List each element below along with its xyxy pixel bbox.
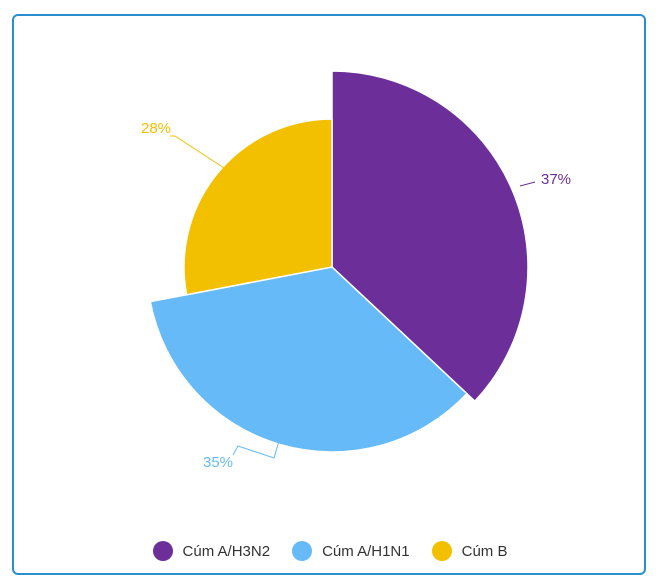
legend-swatch-h1n1 — [292, 541, 313, 561]
data-label-b: 28% — [141, 120, 171, 137]
legend-swatch-b — [431, 541, 452, 561]
legend-label-b: Cúm B — [461, 542, 508, 560]
data-label-h1n1: 35% — [203, 454, 233, 471]
legend-item-h1n1[interactable]: Cúm A/H1N1 — [292, 541, 410, 561]
legend-swatch-h3n2 — [152, 541, 173, 561]
legend-item-b[interactable]: Cúm B — [431, 541, 508, 561]
pie-slice-h3n2[interactable] — [331, 70, 529, 403]
legend-label-h1n1: Cúm A/H1N1 — [322, 542, 410, 560]
legend: Cúm A/H3N2 Cúm A/H1N1 Cúm B — [0, 541, 660, 561]
data-label-h3n2: 37% — [541, 171, 571, 188]
pie-slice-h1n1[interactable] — [149, 266, 468, 453]
leader-line-h1n1 — [232, 440, 280, 459]
leader-line-b — [170, 135, 225, 169]
pie-slice-b[interactable] — [183, 118, 333, 296]
legend-label-h3n2: Cúm A/H3N2 — [182, 542, 271, 560]
legend-item-h3n2[interactable]: Cúm A/H3N2 — [152, 541, 271, 561]
leader-line-h3n2 — [519, 181, 536, 187]
